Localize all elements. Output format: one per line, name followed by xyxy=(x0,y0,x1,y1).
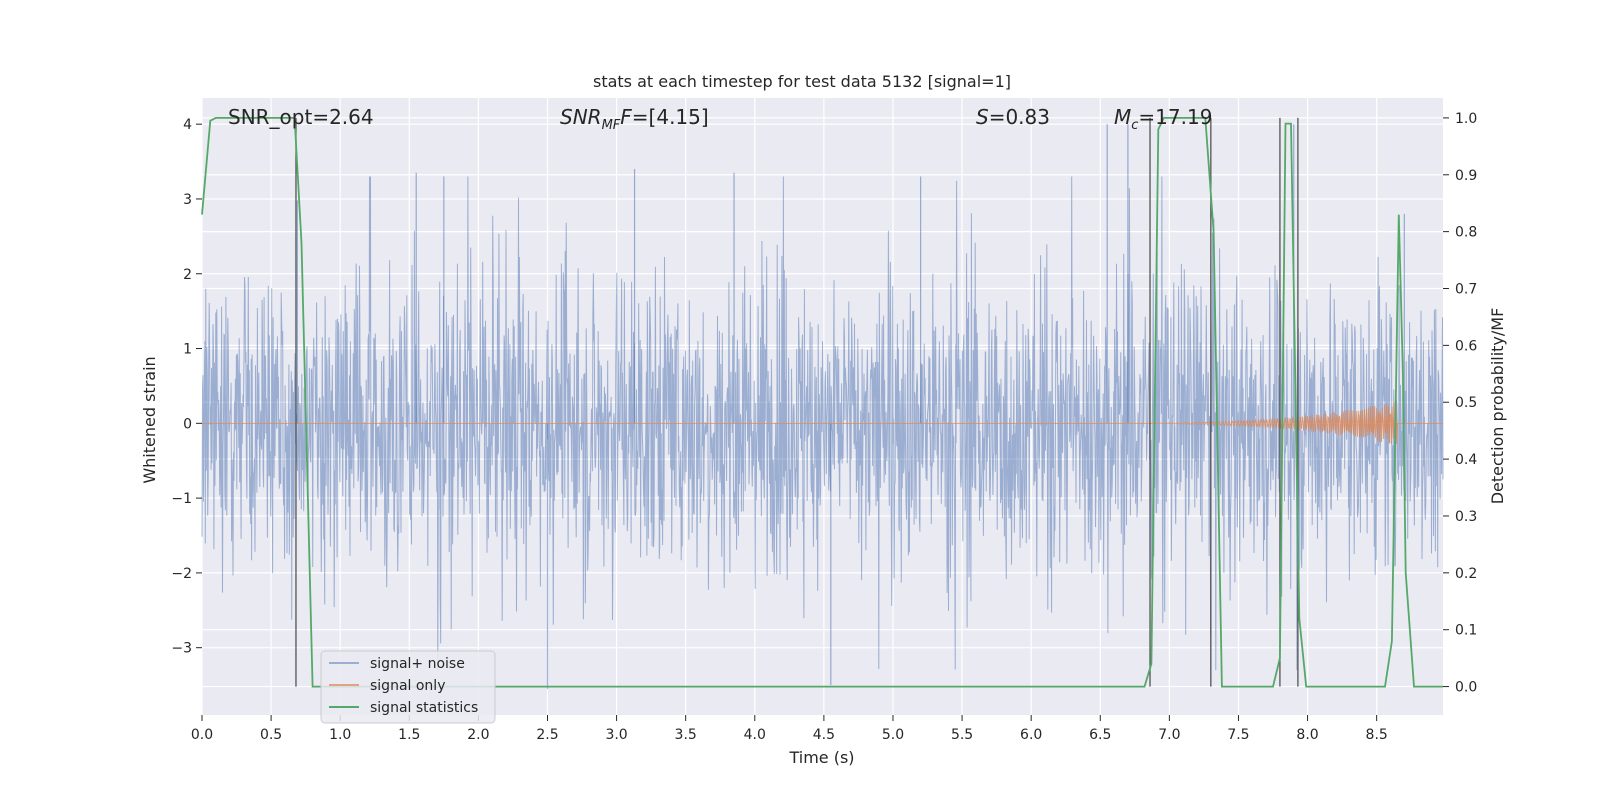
y-right-tick-label: 0.6 xyxy=(1455,338,1477,354)
y-tick-label: −2 xyxy=(171,566,192,582)
x-tick-label: 3.5 xyxy=(675,727,697,743)
y-right-axis-ticks: 1.0 0.9 0.8 0.7 0.6 0.5 0.4 0.3 0.2 0.1 0.0 xyxy=(1443,111,1477,696)
series-signal-statistics xyxy=(201,117,1443,688)
x-tick-label: 4.5 xyxy=(813,727,835,743)
legend-label-signal-noise: signal+ noise xyxy=(370,656,465,672)
signal-noise-line xyxy=(201,176,1444,671)
x-tick-label: 0.0 xyxy=(191,727,213,743)
x-tick-label: 7.0 xyxy=(1158,727,1180,743)
annotation-s: S=0.83 xyxy=(976,105,1050,129)
x-tick-label: 6.0 xyxy=(1020,727,1042,743)
y-right-tick-label: 0.4 xyxy=(1455,452,1477,468)
y-tick-label: 2 xyxy=(183,267,192,283)
annotation-snr-mf: SNRMFF=[4.15] xyxy=(560,105,709,133)
annotation-mc: Mc=17.19 xyxy=(1114,105,1212,133)
series-signal-noise xyxy=(201,124,1444,689)
x-tick-label: 8.0 xyxy=(1296,727,1318,743)
signal-statistics-line xyxy=(201,117,1443,688)
legend-box xyxy=(320,650,496,724)
y-right-tick-label: 0.8 xyxy=(1455,225,1477,241)
x-tick-label: 5.5 xyxy=(951,727,973,743)
x-tick-label: 7.5 xyxy=(1227,727,1249,743)
y-tick-label: 0 xyxy=(183,416,192,432)
y-tick-label: 4 xyxy=(183,117,192,133)
x-axis-ticks: 0.0 0.5 1.0 1.5 2.0 2.5 3.0 3.5 4.0 4.5 5.0 5.5 6.0 6… xyxy=(191,715,1388,743)
y-right-tick-label: 1.0 xyxy=(1455,111,1477,127)
y-right-tick-label: 0.5 xyxy=(1455,395,1477,411)
x-axis-label: Time (s) xyxy=(788,748,854,767)
y-right-tick-label: 0.0 xyxy=(1455,680,1477,696)
legend: signal+ noise signal only signal statist… xyxy=(320,650,496,724)
series-signal-only xyxy=(202,401,1443,444)
x-tick-label: 8.5 xyxy=(1366,727,1388,743)
annotation-snr-opt: SNR_opt=2.64 xyxy=(228,105,374,129)
x-tick-label: 0.5 xyxy=(260,727,282,743)
chart-title: stats at each timestep for test data 513… xyxy=(593,72,1011,91)
y-tick-label: 1 xyxy=(183,342,192,358)
signal-only-line xyxy=(202,401,1443,444)
x-tick-label: 4.0 xyxy=(744,727,766,743)
x-tick-label: 5.0 xyxy=(882,727,904,743)
x-tick-label: 2.5 xyxy=(536,727,558,743)
legend-label-signal-only: signal only xyxy=(370,678,445,694)
y-axis-ticks: 4 3 2 1 0 −1 −2 −3 xyxy=(171,117,202,657)
x-tick-label: 3.0 xyxy=(605,727,627,743)
y-axis-label: Whitened strain xyxy=(140,356,159,483)
x-tick-label: 2.0 xyxy=(467,727,489,743)
y-right-tick-label: 0.7 xyxy=(1455,282,1477,298)
legend-label-signal-statistics: signal statistics xyxy=(370,700,478,716)
y-tick-label: 3 xyxy=(183,192,192,208)
y-right-tick-label: 0.2 xyxy=(1455,566,1477,582)
y-right-tick-label: 0.9 xyxy=(1455,168,1477,184)
x-tick-label: 1.0 xyxy=(329,727,351,743)
y-right-tick-label: 0.1 xyxy=(1455,623,1477,639)
y-right-axis-label: Detection probability/MF xyxy=(1488,308,1507,505)
y-tick-label: −1 xyxy=(171,491,192,507)
x-tick-label: 1.5 xyxy=(398,727,420,743)
x-tick-label: 6.5 xyxy=(1089,727,1111,743)
y-right-tick-label: 0.3 xyxy=(1455,509,1477,525)
y-tick-label: −3 xyxy=(171,641,192,657)
